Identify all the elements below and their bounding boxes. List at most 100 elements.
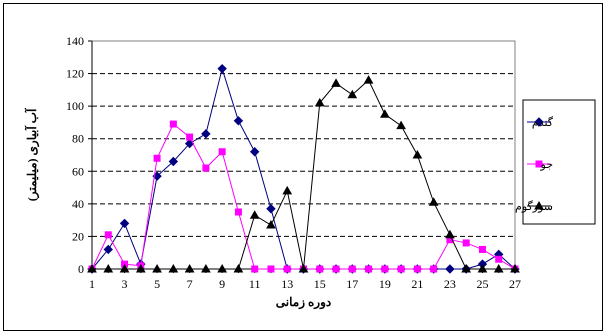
legend-item-1: گندم [527,116,554,129]
data-point [217,263,228,273]
x-tick-label: 7 [187,277,193,291]
data-point [495,255,503,263]
data-point [461,263,472,273]
x-tick-label: 19 [379,277,391,291]
data-point [168,156,179,167]
legend-marker [534,200,544,210]
data-point [233,263,244,273]
data-point [493,263,504,273]
data-point [135,263,146,273]
data-point [201,263,211,273]
y-tick-label: 60 [72,164,84,178]
data-point [218,148,226,156]
series-group [87,63,520,274]
x-tick-label: 3 [122,277,128,291]
data-point [152,263,162,273]
data-point [510,263,520,273]
data-point [462,239,470,247]
data-point [267,265,275,273]
x-tick-label: 21 [411,277,423,291]
data-point [478,245,486,253]
data-point [445,229,455,239]
data-point [249,147,260,157]
data-point [87,263,97,273]
data-point [347,89,358,99]
legend-marker [534,117,544,127]
data-point [186,133,194,141]
data-point [184,263,195,273]
data-point [316,265,324,273]
data-point [413,265,421,273]
y-tick-label: 40 [72,197,84,211]
data-point [249,210,260,219]
legend: گندم جو سورگوم [515,99,596,225]
data-point [314,97,325,107]
series-3 [87,75,520,273]
data-point [412,149,423,159]
y-tick-label: 80 [72,132,84,146]
data-point [381,265,389,273]
data-point [217,63,227,74]
data-point [445,264,455,274]
y-axis-ticks: 0 20 40 60 80 100 120 140 [66,34,92,276]
x-tick-label: 15 [314,277,326,291]
series-1 [87,63,520,274]
data-point [379,109,390,118]
data-point [396,120,406,130]
data-point [169,120,177,128]
data-point [266,204,276,214]
y-tick-label: 140 [66,34,84,48]
data-point [428,197,439,206]
legend-item-2: جو [527,159,553,171]
x-tick-label: 23 [444,277,456,291]
y-axis-label: آب آبیاری (میلیمتر) [23,107,40,201]
data-point [298,263,309,273]
data-point [103,263,114,273]
x-tick-label: 27 [509,277,521,291]
legend-marker [535,160,543,168]
data-point [104,231,112,239]
data-point [251,265,259,273]
data-point [234,208,242,216]
data-point [282,185,293,195]
y-tick-label: 120 [66,67,84,81]
y-tick-label: 100 [66,99,84,113]
series-line [91,123,516,270]
x-axis-label: دوره زمانی [276,295,331,310]
data-point [201,129,211,139]
x-tick-label: 11 [249,277,261,291]
chart-frame [3,3,603,331]
data-point [266,220,276,229]
data-point [477,263,488,273]
x-tick-label: 5 [154,277,160,291]
data-point [397,265,405,273]
data-point [168,263,179,273]
data-point [233,116,244,126]
y-tick-label: 20 [72,229,84,243]
data-point [430,265,438,273]
x-tick-label: 9 [219,277,225,291]
data-point [363,75,374,84]
data-point [365,265,373,273]
legend-box [522,99,596,225]
legend-label: گندم [532,116,554,129]
data-point [119,218,130,229]
data-point [202,164,210,172]
data-point [332,265,340,273]
data-point [348,265,356,273]
x-tick-label: 1 [89,277,95,291]
data-point [153,154,161,162]
legend-label: سورگوم [515,200,553,213]
data-point [283,265,291,273]
legend-item-3: سورگوم [515,200,553,213]
legend-label: جو [540,159,553,171]
data-point [103,244,113,255]
data-point [331,78,341,87]
data-point [119,263,130,273]
y-tick-label: 0 [78,262,84,276]
x-tick-label: 13 [281,277,293,291]
gridlines [92,73,515,237]
x-tick-label: 25 [476,277,488,291]
x-tick-label: 17 [346,277,358,291]
